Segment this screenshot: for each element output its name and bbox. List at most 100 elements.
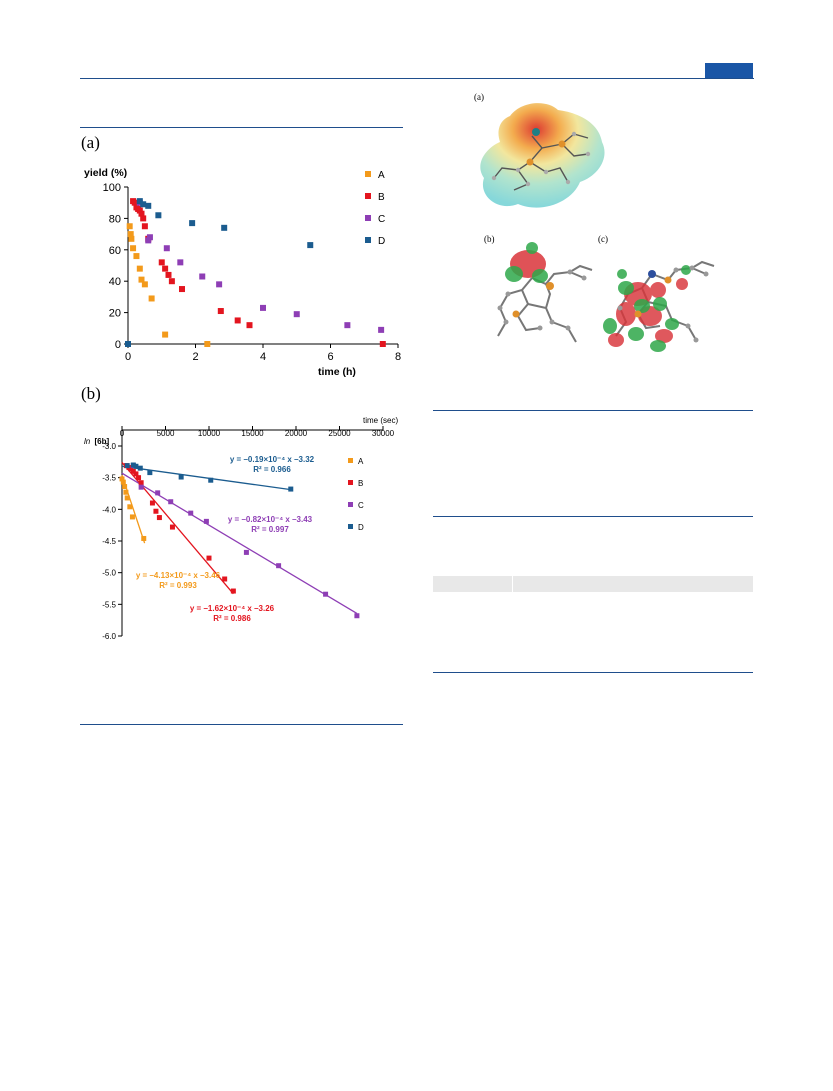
table-shaded-divider [512,576,513,592]
x-axis-title: time (h) [318,366,356,378]
data-point-C [216,281,223,288]
data-point-B [222,576,228,582]
y-tick-label: 80 [109,213,121,225]
data-point-B [136,207,143,214]
x-tick-label: 0 [125,351,131,363]
data-point-C [155,490,161,496]
data-point-D [208,477,214,483]
data-point-A [122,484,128,490]
x-tick-label: 30000 [372,429,395,438]
legend-swatch-B [348,480,353,485]
table-shaded-row [433,576,753,592]
data-point-A [141,281,148,288]
data-point-B [128,466,134,472]
table-top-rule [433,410,753,411]
x-tick-label: 15000 [241,429,264,438]
data-point-A [204,341,211,347]
data-point-B [168,278,175,285]
data-point-B [141,223,148,230]
y-axis-title: yield (%) [84,167,127,179]
orbital-c-image [603,260,715,352]
legend-swatch-A [348,458,353,463]
y-axis-title-species: [6b] [94,437,109,446]
data-point-A [120,479,126,485]
data-point-C [168,499,174,505]
x-tick-label: 10000 [198,429,221,438]
fit-lines [121,462,358,615]
data-point-A [128,235,135,242]
data-point-B [136,475,142,481]
x-tick-label: 20000 [285,429,308,438]
data-point-C [344,322,351,329]
data-point-C [163,245,170,252]
fit-line-C [121,472,358,615]
data-point-A [127,504,133,510]
y-tick-label: 60 [109,245,121,257]
data-point-C [188,510,194,516]
x-tick-label: 5000 [157,429,175,438]
y-tick-label: -4.5 [102,537,116,546]
legend-label-D: D [378,236,385,247]
data-point-A [127,231,134,238]
data-point-B [234,317,241,324]
data-point-C [260,304,266,311]
data-point-B [206,555,212,561]
data-point-B [138,210,145,217]
legend-label-C: C [378,214,385,225]
legend-swatch-D [348,524,353,529]
data-point-A [162,331,169,338]
data-point-A [138,276,145,283]
data-point-B [133,471,139,477]
x-tick-label: 8 [395,351,401,363]
fit-equation-A: y = –4.13×10⁻⁴ x –3.46 [136,571,221,580]
data-point-C [378,326,385,333]
figure-bottom-rule [80,724,403,725]
data-point-C [199,273,206,280]
data-point-D [145,202,152,209]
legend-swatch-D [365,237,371,243]
tick-labels: 0 5000 10000 15000 20000 25000 30000 -3.0 -3.5 -4… [102,429,394,641]
legend-swatch-C [348,502,353,507]
data-point-D [136,198,143,205]
data-point-B [149,500,155,506]
electrostatic-potential-surface-image [480,103,605,208]
data-point-B [138,480,144,486]
data-point-B [130,468,136,474]
axis-titles: yield (%) time (h) [84,167,356,378]
legend-label-A: A [378,170,385,181]
data-point-D [155,212,162,219]
y-tick-label: 40 [109,276,121,288]
y-tick-label: -4.0 [102,505,116,514]
data-point-B [153,508,159,514]
data-point-D [147,470,153,476]
legend-label-A: A [358,457,364,466]
panel-label-a: (a) [81,133,100,152]
fit-equation-D: y = –0.19×10⁻⁴ x –3.32 [230,455,315,464]
data-point-B [156,515,162,521]
molecule-label-c: (c) [598,234,608,244]
legend-swatch-C [365,215,371,221]
data-point-C [293,311,300,318]
data-point-B [379,341,386,347]
table-mid-rule [433,516,753,517]
data-point-B [179,286,185,293]
data-point-D [133,463,139,469]
data-point-D [130,462,136,468]
data-point-C [323,591,329,597]
data-point-D [288,486,294,492]
y-tick-label: -5.0 [102,569,116,578]
data-point-A [141,535,147,541]
table-bottom-rule [433,672,753,673]
fit-equation-B: R² = 0.986 [213,614,251,623]
data-point-C [203,518,209,524]
y-tick-label: 0 [115,339,121,351]
legend-label-B: B [358,479,363,488]
y-tick-label: -3.0 [102,442,116,451]
figure-top-rule [80,127,403,128]
panel-label-b: (b) [81,384,101,403]
data-point-D [221,224,228,231]
x-tick-label: 6 [327,351,333,363]
